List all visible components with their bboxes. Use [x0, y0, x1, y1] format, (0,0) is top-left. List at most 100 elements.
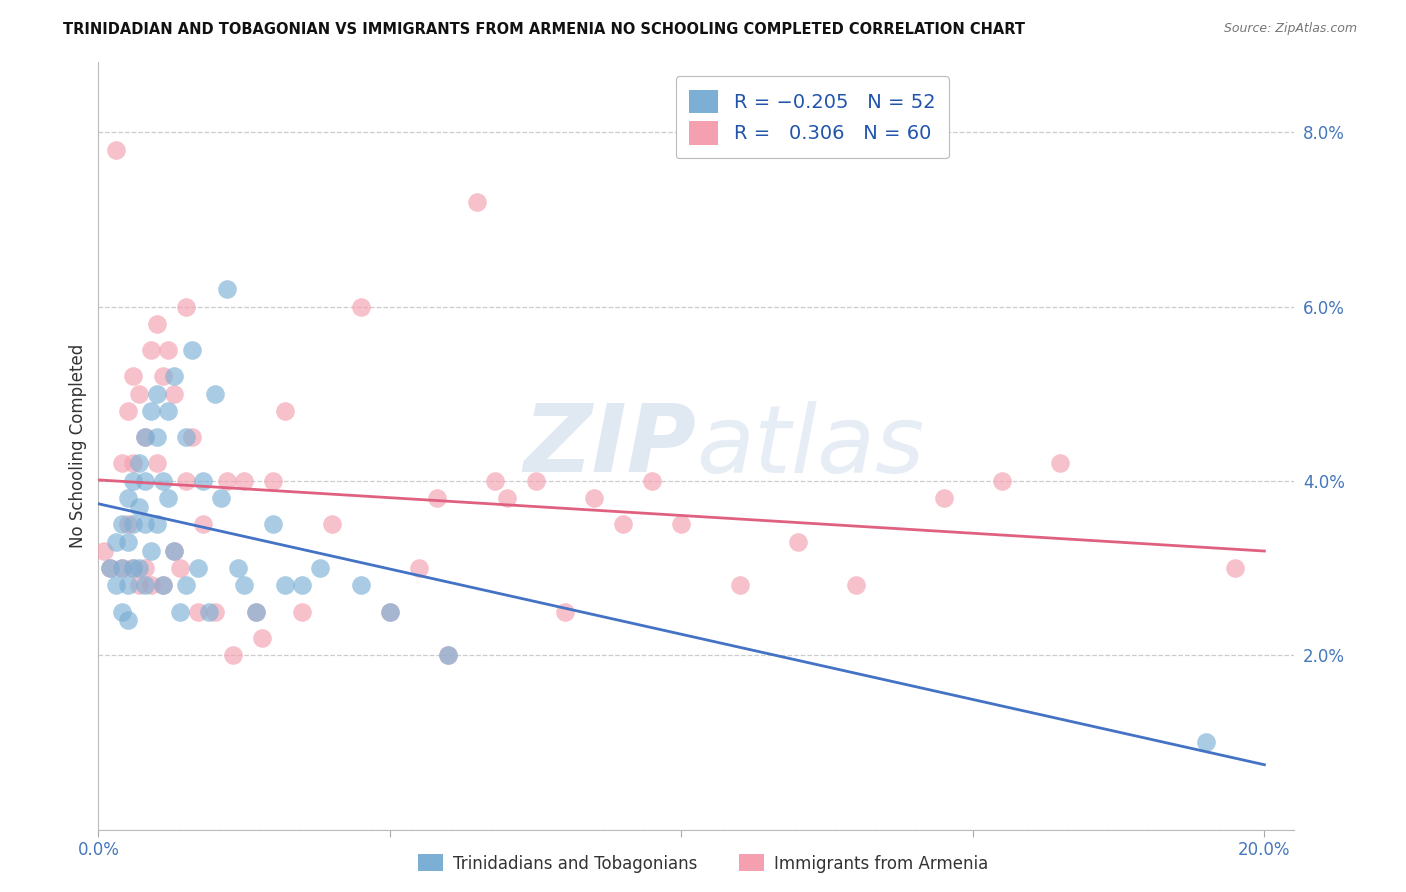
- Point: [98, 561, 121, 575]
- Point: [193, 474, 215, 488]
- Text: ZIP: ZIP: [523, 400, 696, 492]
- Point: [204, 386, 226, 401]
- Point: [1049, 457, 1071, 471]
- Point: [117, 613, 139, 627]
- Point: [139, 404, 162, 418]
- Point: [145, 517, 167, 532]
- Point: [128, 578, 150, 592]
- Point: [641, 474, 664, 488]
- Point: [104, 143, 127, 157]
- Text: TRINIDADIAN AND TOBAGONIAN VS IMMIGRANTS FROM ARMENIA NO SCHOOLING COMPLETED COR: TRINIDADIAN AND TOBAGONIAN VS IMMIGRANTS…: [63, 22, 1025, 37]
- Point: [932, 491, 955, 506]
- Point: [169, 605, 191, 619]
- Point: [117, 534, 139, 549]
- Point: [495, 491, 517, 506]
- Point: [582, 491, 605, 506]
- Point: [174, 578, 197, 592]
- Point: [163, 369, 186, 384]
- Point: [262, 517, 284, 532]
- Point: [228, 561, 250, 575]
- Point: [139, 578, 162, 592]
- Point: [128, 386, 150, 401]
- Point: [152, 578, 174, 592]
- Point: [193, 517, 215, 532]
- Point: [157, 343, 180, 357]
- Point: [484, 474, 506, 488]
- Point: [233, 474, 256, 488]
- Point: [350, 578, 373, 592]
- Point: [163, 543, 186, 558]
- Point: [467, 194, 489, 209]
- Point: [245, 605, 267, 619]
- Point: [145, 430, 167, 444]
- Y-axis label: No Schooling Completed: No Schooling Completed: [69, 344, 87, 548]
- Point: [274, 404, 297, 418]
- Point: [408, 561, 430, 575]
- Point: [174, 474, 197, 488]
- Point: [134, 430, 156, 444]
- Point: [787, 534, 810, 549]
- Point: [174, 300, 197, 314]
- Point: [122, 517, 145, 532]
- Point: [991, 474, 1014, 488]
- Point: [262, 474, 284, 488]
- Point: [122, 457, 145, 471]
- Point: [145, 317, 167, 331]
- Point: [152, 578, 174, 592]
- Point: [117, 404, 139, 418]
- Point: [309, 561, 332, 575]
- Point: [134, 578, 156, 592]
- Point: [145, 386, 167, 401]
- Point: [215, 282, 238, 296]
- Point: [1225, 561, 1247, 575]
- Point: [134, 517, 156, 532]
- Point: [180, 343, 202, 357]
- Point: [117, 491, 139, 506]
- Legend: R = −0.205   N = 52, R =   0.306   N = 60: R = −0.205 N = 52, R = 0.306 N = 60: [676, 76, 949, 159]
- Point: [134, 561, 156, 575]
- Point: [122, 369, 145, 384]
- Point: [134, 430, 156, 444]
- Point: [139, 343, 162, 357]
- Point: [122, 561, 145, 575]
- Point: [245, 605, 267, 619]
- Point: [250, 631, 273, 645]
- Point: [117, 517, 139, 532]
- Point: [671, 517, 693, 532]
- Point: [169, 561, 191, 575]
- Point: [221, 648, 243, 663]
- Point: [139, 543, 162, 558]
- Point: [291, 605, 314, 619]
- Point: [128, 457, 150, 471]
- Point: [117, 578, 139, 592]
- Point: [554, 605, 576, 619]
- Text: atlas: atlas: [696, 401, 924, 491]
- Point: [152, 369, 174, 384]
- Point: [233, 578, 256, 592]
- Point: [204, 605, 226, 619]
- Point: [728, 578, 751, 592]
- Legend: Trinidadians and Tobagonians, Immigrants from Armenia: Trinidadians and Tobagonians, Immigrants…: [411, 847, 995, 880]
- Point: [378, 605, 401, 619]
- Point: [180, 430, 202, 444]
- Point: [425, 491, 447, 506]
- Point: [98, 561, 121, 575]
- Point: [111, 561, 134, 575]
- Point: [111, 605, 134, 619]
- Point: [134, 474, 156, 488]
- Point: [104, 534, 127, 549]
- Point: [291, 578, 314, 592]
- Point: [128, 561, 150, 575]
- Point: [111, 457, 134, 471]
- Point: [186, 605, 208, 619]
- Text: Source: ZipAtlas.com: Source: ZipAtlas.com: [1223, 22, 1357, 36]
- Point: [845, 578, 868, 592]
- Point: [612, 517, 634, 532]
- Point: [321, 517, 343, 532]
- Point: [174, 430, 197, 444]
- Point: [524, 474, 547, 488]
- Point: [122, 561, 145, 575]
- Point: [274, 578, 297, 592]
- Point: [163, 386, 186, 401]
- Point: [104, 578, 127, 592]
